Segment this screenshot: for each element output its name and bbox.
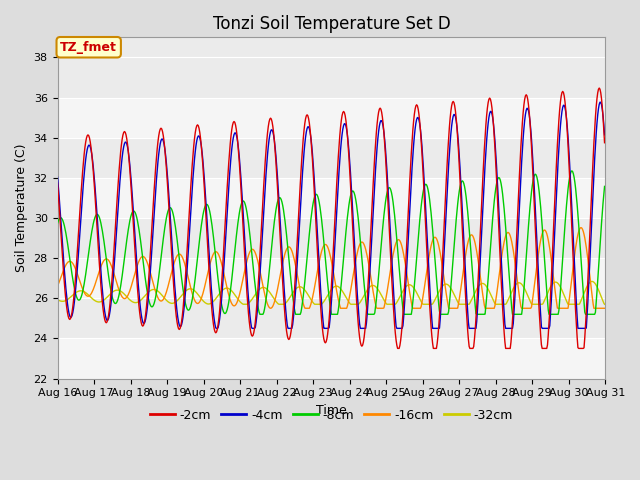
Title: Tonzi Soil Temperature Set D: Tonzi Soil Temperature Set D xyxy=(212,15,451,33)
Legend: -2cm, -4cm, -8cm, -16cm, -32cm: -2cm, -4cm, -8cm, -16cm, -32cm xyxy=(145,404,518,427)
Bar xyxy=(58,258,605,298)
Bar xyxy=(58,338,605,379)
Y-axis label: Soil Temperature (C): Soil Temperature (C) xyxy=(15,144,28,272)
Bar xyxy=(58,178,605,218)
X-axis label: Time: Time xyxy=(316,404,347,417)
Text: TZ_fmet: TZ_fmet xyxy=(60,41,117,54)
Bar xyxy=(58,97,605,138)
